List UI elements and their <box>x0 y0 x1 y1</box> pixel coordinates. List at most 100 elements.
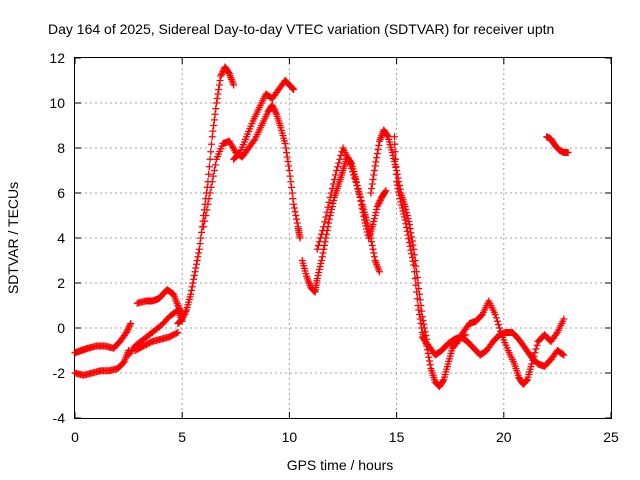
data-point <box>180 311 188 318</box>
data-point <box>172 329 180 337</box>
data-point <box>522 377 530 385</box>
data-point <box>284 158 292 165</box>
data-point <box>424 350 432 357</box>
y-tick-label: 4 <box>57 230 65 246</box>
data-point <box>345 158 353 165</box>
data-point <box>319 249 327 257</box>
data-point <box>205 195 213 203</box>
data-point <box>316 263 324 270</box>
data-point <box>319 227 327 234</box>
data-point <box>315 238 323 246</box>
data-point <box>391 148 399 156</box>
x-tick-label: 10 <box>282 429 298 445</box>
data-point <box>200 223 208 231</box>
data-points <box>71 63 572 390</box>
data-point <box>363 219 371 227</box>
data-point <box>292 212 300 219</box>
data-point <box>400 210 408 218</box>
data-point <box>208 133 216 141</box>
y-tick-label: 2 <box>57 275 65 291</box>
data-point <box>203 206 211 214</box>
data-point <box>347 161 355 169</box>
y-tick-label: -4 <box>53 410 66 426</box>
data-point <box>374 201 382 209</box>
data-point <box>124 326 132 333</box>
data-point <box>208 140 216 148</box>
data-point <box>398 204 406 212</box>
data-point <box>375 200 383 207</box>
y-axis-label: SDTVAR / TECUs <box>5 182 21 294</box>
data-point <box>373 206 381 213</box>
data-point <box>286 172 294 180</box>
data-point <box>192 260 200 268</box>
data-point <box>330 197 338 204</box>
data-point <box>213 95 221 102</box>
x-axis-label: GPS time / hours <box>287 457 394 473</box>
data-point <box>351 174 359 182</box>
data-point <box>392 170 400 178</box>
data-point <box>194 253 202 261</box>
data-point <box>391 140 399 148</box>
data-point <box>370 215 378 222</box>
data-point <box>369 221 377 228</box>
data-point <box>496 324 504 332</box>
data-point <box>288 84 296 92</box>
data-point <box>313 245 321 253</box>
data-point <box>494 321 502 329</box>
data-point <box>331 171 339 179</box>
data-point <box>325 215 333 223</box>
data-point <box>317 260 325 267</box>
data-point <box>313 275 321 282</box>
data-point <box>560 315 568 323</box>
data-point <box>197 234 205 242</box>
data-point <box>326 194 334 201</box>
data-point <box>399 207 407 215</box>
data-point <box>364 222 372 230</box>
data-point <box>215 86 223 93</box>
data-point <box>492 314 500 322</box>
data-point <box>528 360 536 368</box>
data-point <box>207 148 215 156</box>
data-point <box>405 239 413 246</box>
data-point <box>225 69 233 77</box>
data-point <box>320 242 328 249</box>
data-point <box>356 193 364 201</box>
data-point <box>349 168 357 176</box>
data-point <box>268 101 276 109</box>
data-point <box>368 185 376 192</box>
data-point <box>287 178 295 186</box>
data-point <box>122 329 130 336</box>
data-point <box>324 203 332 211</box>
data-point <box>328 203 336 210</box>
data-point <box>367 189 375 197</box>
data-point <box>392 155 400 163</box>
x-tick-label: 25 <box>603 429 619 445</box>
data-point <box>191 268 199 276</box>
data-point <box>193 257 201 264</box>
y-tick-label: 10 <box>49 95 65 111</box>
data-point <box>314 272 322 279</box>
data-point <box>390 133 398 141</box>
data-point <box>366 231 374 239</box>
data-point <box>328 185 336 192</box>
data-point <box>188 283 196 291</box>
data-point <box>395 191 403 199</box>
data-point <box>334 163 342 171</box>
series-track <box>453 297 568 388</box>
data-point <box>382 187 390 195</box>
data-point <box>365 225 373 233</box>
data-point <box>372 158 380 166</box>
data-point <box>212 105 220 113</box>
data-point <box>372 209 380 216</box>
data-point <box>350 171 358 179</box>
chart-title: Day 164 of 2025, Sidereal Day-to-day VTE… <box>48 21 554 37</box>
data-point <box>197 228 205 236</box>
data-point <box>206 189 214 197</box>
data-point <box>315 266 323 273</box>
data-point <box>125 324 133 332</box>
x-tick-label: 15 <box>389 429 405 445</box>
data-point <box>369 176 377 183</box>
data-point <box>353 182 361 189</box>
data-point <box>316 234 324 242</box>
data-point <box>396 195 404 203</box>
